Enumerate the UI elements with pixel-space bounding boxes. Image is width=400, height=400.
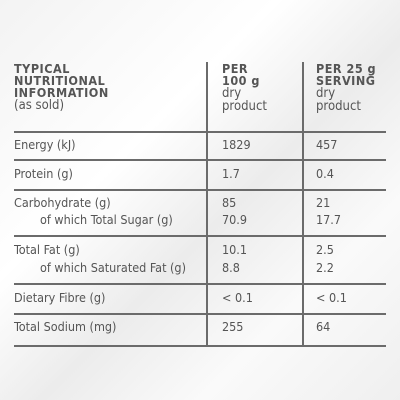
divider-protein: [14, 189, 386, 191]
row-value-per-serving: < 0.1: [316, 290, 347, 305]
row-label: Total Sodium (mg): [14, 319, 117, 334]
row-label: Dietary Fibre (g): [14, 290, 106, 305]
row-sub-label: of which Saturated Fat (g): [40, 260, 186, 275]
divider-bottom: [14, 345, 386, 347]
header-as-sold: (as sold): [14, 98, 65, 113]
row-value-per-serving: 64: [316, 319, 331, 334]
divider-fibre: [14, 313, 386, 315]
row-sub-value-per-100g: 70.9: [222, 212, 248, 227]
row-sub-label: of which Total Sugar (g): [40, 212, 173, 227]
row-value-per-serving: 21: [316, 195, 331, 210]
row-label: Protein (g): [14, 166, 73, 181]
divider-energy: [14, 159, 386, 161]
row-value-per-serving: 0.4: [316, 166, 334, 181]
row-value-per-100g: 10.1: [222, 242, 248, 257]
column-divider-1: [206, 62, 208, 347]
row-sub-value-per-serving: 2.2: [316, 260, 334, 275]
row-value-per-100g: < 0.1: [222, 290, 253, 305]
divider-header: [14, 131, 386, 133]
header-label: TYPICAL NUTRITIONAL INFORMATION (as sold…: [14, 61, 109, 113]
header-per-serving: PER 25 g SERVING dry product: [316, 61, 377, 114]
column-divider-2: [302, 62, 304, 347]
row-label: Energy (kJ): [14, 137, 76, 152]
header-per-100g: PER 100 g dry product: [222, 61, 267, 114]
row-value-per-100g: 1.7: [222, 166, 240, 181]
row-value-per-100g: 85: [222, 195, 237, 210]
row-value-per-serving: 457: [316, 137, 338, 152]
divider-fat: [14, 283, 386, 285]
row-value-per-serving: 2.5: [316, 242, 334, 257]
row-sub-value-per-serving: 17.7: [316, 212, 342, 227]
divider-carbohydrate: [14, 235, 386, 237]
row-label: Total Fat (g): [14, 242, 80, 257]
row-label: Carbohydrate (g): [14, 195, 111, 210]
row-value-per-100g: 1829: [222, 137, 251, 152]
row-value-per-100g: 255: [222, 319, 244, 334]
row-sub-value-per-100g: 8.8: [222, 260, 240, 275]
